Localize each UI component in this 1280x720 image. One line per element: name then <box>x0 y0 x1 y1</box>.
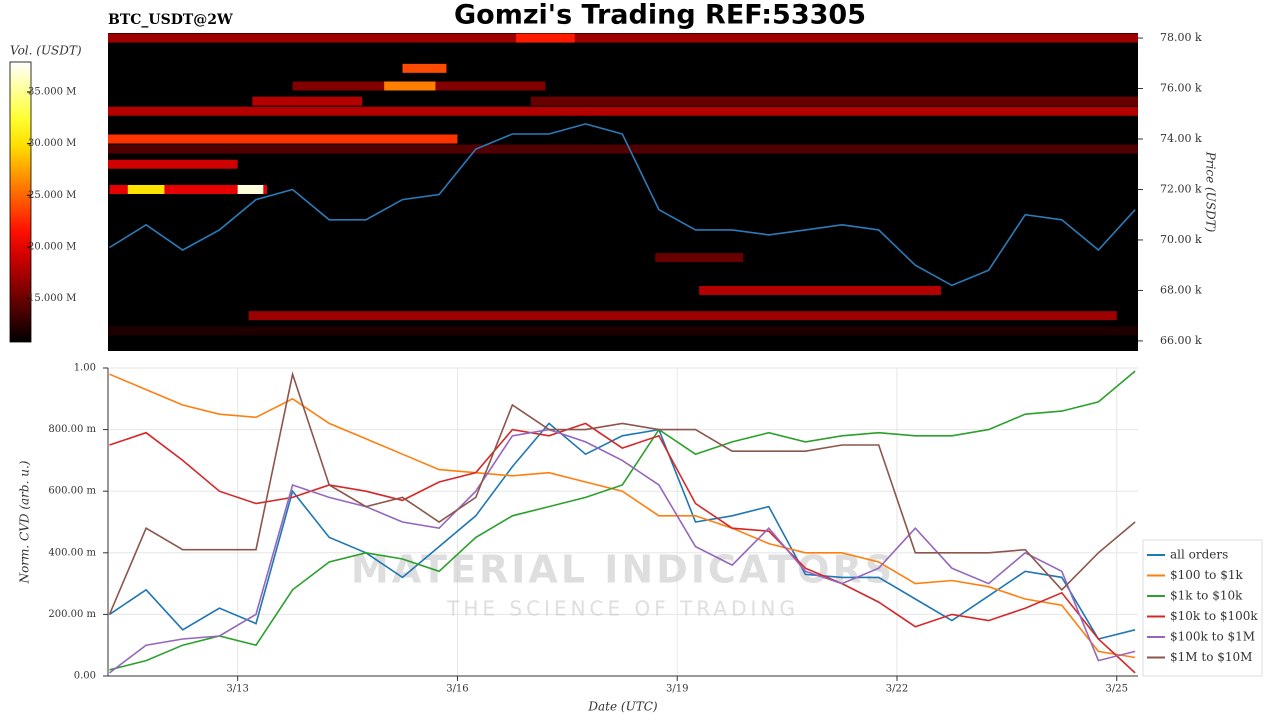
colorbar-tick-label: 25.000 M <box>28 190 76 201</box>
plot-background <box>108 368 1138 676</box>
y-axis-label: Norm. CVD (arb. u.) <box>18 460 32 584</box>
heat-cell <box>516 33 575 43</box>
legend-label: $100k to $1M <box>1170 630 1255 644</box>
y-tick-label: 66.00 k <box>1160 334 1202 347</box>
y-tick-label: 0.00 <box>74 671 96 682</box>
y-tick-label: 78.00 k <box>1160 31 1202 44</box>
heat-cell <box>108 106 1138 116</box>
colorbar-label: Vol. (USDT) <box>10 44 82 58</box>
title: Gomzi's Trading REF:53305 <box>454 0 866 31</box>
series-line <box>108 371 1136 615</box>
x-tick-label: 3/16 <box>446 684 468 695</box>
lines <box>108 370 1136 674</box>
heatmap <box>108 33 1138 336</box>
y-tick-label: 600.00 m <box>48 486 96 497</box>
heat-cell <box>252 96 363 106</box>
heat-cell <box>248 311 1117 321</box>
series-line <box>109 422 1136 640</box>
y-tick-label: 76.00 k <box>1160 82 1202 95</box>
y-tick-label: 68.00 k <box>1160 283 1202 296</box>
plot-background <box>108 33 1138 351</box>
series-line <box>109 428 1136 674</box>
heat-cell <box>108 134 458 144</box>
x-axis-label: Date (UTC) <box>587 700 657 714</box>
x-tick-label: 3/13 <box>226 684 248 695</box>
colorbar-tick-label: 35.000 M <box>28 86 76 97</box>
heat-cell <box>108 159 238 169</box>
heat-cell <box>108 144 1138 154</box>
y-tick-label: 800.00 m <box>48 424 96 435</box>
series-line <box>109 370 1136 671</box>
heat-cell <box>655 253 744 263</box>
legend-label: $100 to $1k <box>1170 568 1243 582</box>
y-tick-label: 400.00 m <box>48 547 96 558</box>
price-line <box>109 123 1136 287</box>
subtitle: BTC_USDT@2W <box>108 12 233 28</box>
x-tick-label: 3/25 <box>1106 684 1128 695</box>
heat-cell <box>127 184 165 194</box>
series-line <box>109 422 1136 674</box>
heat-cell <box>109 184 267 194</box>
heat-cell <box>402 63 447 73</box>
watermark: THE SCIENCE OF TRADING <box>446 597 799 621</box>
legend-label: $1M to $10M <box>1170 650 1252 664</box>
series-line <box>109 373 1136 659</box>
y-tick-label: 200.00 m <box>48 609 96 620</box>
heat-cell <box>699 285 941 295</box>
legend-label: $1k to $10k <box>1170 589 1243 603</box>
legend-label: $10k to $100k <box>1170 609 1258 623</box>
x-tick-label: 3/22 <box>886 684 908 695</box>
legend-label: all orders <box>1170 548 1228 562</box>
heat-cell <box>237 184 264 194</box>
heat-cell <box>384 81 436 91</box>
y-tick-label: 74.00 k <box>1160 132 1202 145</box>
x-tick-label: 3/19 <box>666 684 688 695</box>
colorbar-tick-label: 15.000 M <box>28 293 76 304</box>
y-axis-label: Price (USDT) <box>1204 151 1218 233</box>
colorbar-tick-label: 20.000 M <box>28 241 76 252</box>
heat-cell <box>108 326 1138 336</box>
y-tick-label: 1.00 <box>74 363 96 374</box>
heat-cell <box>108 33 1138 43</box>
colorbar <box>9 61 32 343</box>
y-tick-label: 70.00 k <box>1160 233 1202 246</box>
colorbar-tick-label: 30.000 M <box>28 138 76 149</box>
y-tick-label: 72.00 k <box>1160 182 1202 195</box>
heat-cell <box>530 96 1138 106</box>
legend-box <box>1142 539 1263 677</box>
